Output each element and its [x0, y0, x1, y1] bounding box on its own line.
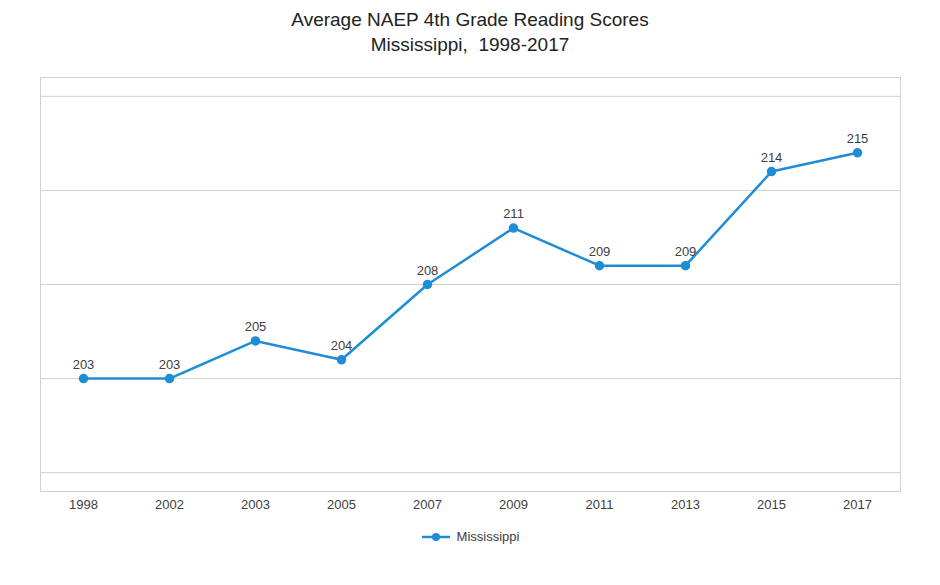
svg-text:214: 214 [761, 150, 783, 165]
svg-text:203: 203 [73, 357, 95, 372]
html-text:Mississippi, 1998-2017: Mississippi, 1998-2017 [370, 33, 570, 55]
svg-text:1998: 1998 [69, 497, 98, 512]
svg-text:203: 203 [159, 357, 181, 372]
svg-text:209: 209 [589, 244, 611, 259]
svg-text:2013: 2013 [671, 497, 700, 512]
svg-text:2002: 2002 [155, 497, 184, 512]
svg-text:2015: 2015 [757, 497, 786, 512]
svg-text:211: 211 [503, 207, 524, 222]
html-text:Average NAEP 4th Grade Reading: Average NAEP 4th Grade Reading Scores [291, 9, 649, 30]
svg-text:2003: 2003 [241, 497, 270, 512]
svg-text:2007: 2007 [413, 497, 442, 512]
svg-text:205: 205 [245, 319, 267, 334]
svg-text:215: 215 [847, 131, 869, 146]
html-text:Mississippi: Mississippi [456, 529, 520, 545]
svg-text:204: 204 [331, 338, 353, 353]
svg-text:2011: 2011 [586, 497, 614, 512]
svg-text:2009: 2009 [499, 497, 528, 512]
svg-text:209: 209 [675, 244, 697, 259]
svg-text:208: 208 [417, 263, 439, 278]
svg-text:2005: 2005 [327, 497, 356, 512]
svg-text:2017: 2017 [843, 497, 872, 512]
